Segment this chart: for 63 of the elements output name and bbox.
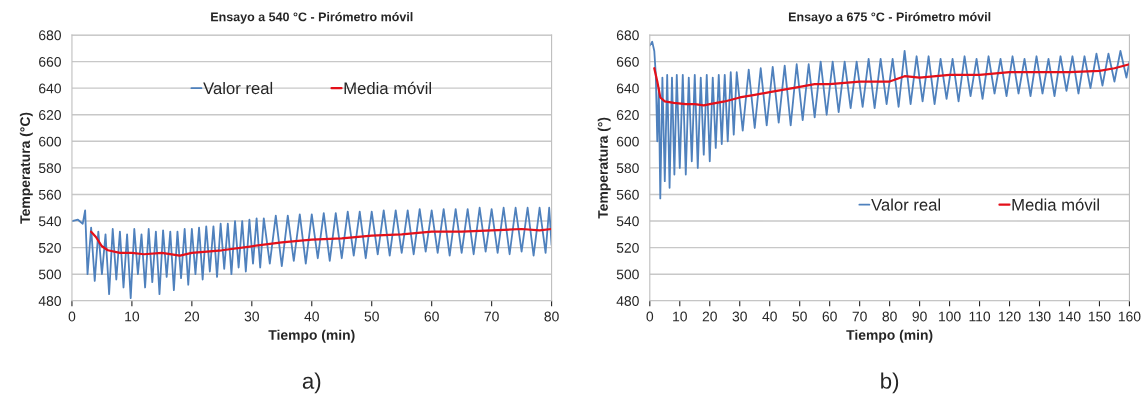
- y-tick-label: 580: [616, 163, 639, 174]
- x-tick-label: 120: [999, 311, 1021, 322]
- line-series: [90, 227, 552, 257]
- y-tick-label: 540: [616, 216, 639, 227]
- y-tick-label: 660: [616, 56, 639, 67]
- y-tick-label: 580: [38, 163, 61, 174]
- x-tick-label: 0: [646, 311, 654, 322]
- legend-label: Media móvil: [344, 81, 431, 95]
- y-tick-label: 640: [616, 83, 639, 94]
- y-tick-label: 500: [616, 269, 639, 280]
- x-tick-label: 160: [1118, 311, 1141, 322]
- x-tick-label: 30: [732, 311, 747, 322]
- legend-label: Media móvil: [1012, 198, 1099, 211]
- x-tick-label: 70: [852, 311, 867, 322]
- y-tick-label: 620: [616, 110, 639, 120]
- x-tick-label: 20: [184, 311, 200, 322]
- x-tick-label: 90: [912, 311, 927, 322]
- y-tick-label: 680: [616, 30, 639, 41]
- x-tick-label: 10: [125, 311, 140, 322]
- line-series: [653, 63, 1130, 107]
- y-tick-label: 520: [616, 242, 639, 253]
- x-axis-title: Tiempo (min): [846, 329, 933, 343]
- text: a): [302, 372, 321, 394]
- line-series: [649, 40, 1130, 200]
- legend-label: Valor real: [871, 198, 941, 211]
- x-tick-label: 130: [1028, 311, 1051, 322]
- x-tick-label: 80: [882, 311, 897, 322]
- x-tick-label: 60: [822, 311, 837, 322]
- y-tick-label: 680: [39, 30, 61, 41]
- x-tick-label: 80: [544, 311, 559, 322]
- y-tick-label: 480: [616, 296, 639, 306]
- y-tick-label: 500: [38, 269, 61, 280]
- chart-title: Ensayo a 675 °C - Pirómetro móvil: [788, 11, 991, 24]
- y-axis-title: Temperatura (°C): [19, 112, 33, 224]
- y-tick-label: 540: [38, 216, 61, 227]
- y-tick-label: 480: [38, 296, 61, 306]
- x-tick-label: 40: [762, 311, 777, 322]
- x-tick-label: 110: [969, 311, 991, 322]
- x-tick-label: 70: [484, 311, 499, 322]
- legend-label: Valor real: [203, 81, 273, 95]
- x-tick-label: 20: [702, 311, 717, 322]
- x-tick-label: 40: [304, 311, 319, 322]
- y-tick-label: 620: [39, 110, 61, 120]
- chart-title: Ensayo a 540 °C - Pirómetro móvil: [211, 11, 413, 24]
- y-axis-title: Temperatura (°): [597, 117, 611, 219]
- text: b): [881, 372, 899, 394]
- y-tick-label: 640: [39, 83, 61, 94]
- y-tick-label: 660: [39, 56, 61, 67]
- y-tick-label: 560: [616, 189, 639, 200]
- x-tick-label: 10: [673, 311, 687, 322]
- x-tick-label: 60: [424, 311, 439, 322]
- x-tick-label: 0: [68, 311, 76, 322]
- y-tick-label: 600: [616, 136, 639, 147]
- y-tick-label: 520: [38, 242, 61, 253]
- x-tick-label: 30: [244, 311, 259, 322]
- x-tick-label: 100: [939, 311, 961, 322]
- x-tick-label: 50: [792, 311, 807, 322]
- x-axis-title: Tiempo (min): [268, 329, 355, 343]
- x-tick-label: 150: [1088, 311, 1111, 322]
- y-tick-label: 560: [38, 189, 61, 200]
- y-tick-label: 600: [39, 136, 61, 147]
- x-tick-label: 50: [364, 311, 379, 322]
- x-tick-label: 140: [1058, 311, 1081, 322]
